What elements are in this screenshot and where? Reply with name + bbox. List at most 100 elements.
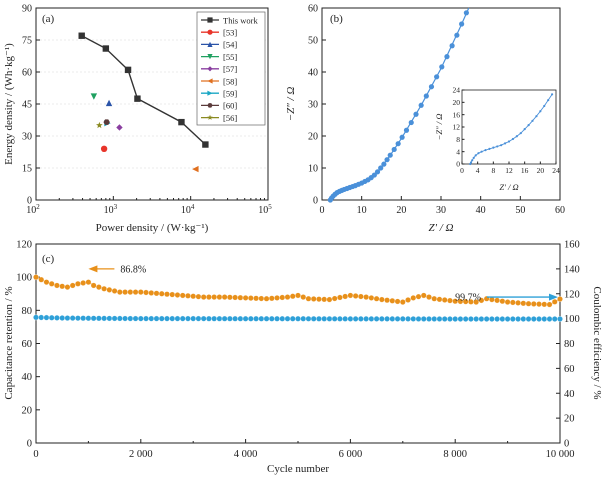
coulombic-efficiency-point (520, 316, 527, 322)
panel-c-x-ticks: 0 2 000 4 000 6 000 8 000 10 000 (33, 439, 574, 460)
coulombic-efficiency-point (227, 315, 233, 322)
y-tick-label: 60 (308, 4, 318, 15)
inset-y-tick-label: 4 (456, 147, 460, 156)
capacitance-retention-point (368, 295, 375, 301)
inset-point (519, 132, 522, 135)
inset-point (477, 152, 480, 155)
capacitance-retention-point (227, 294, 233, 301)
square-marker (178, 118, 185, 126)
coulombic-efficiency-point (551, 316, 558, 322)
impedance-point (434, 74, 440, 80)
impedance-point (399, 134, 405, 140)
triangle-up-marker (207, 41, 213, 47)
coulombic-efficiency-point (415, 316, 422, 322)
capacitance-retention-point (520, 300, 527, 307)
impedance-point (463, 10, 469, 16)
coulombic-efficiency-point (473, 316, 480, 322)
coulombic-efficiency-point (546, 316, 553, 322)
coulombic-efficiency-point (358, 316, 364, 322)
capacitance-retention-point (169, 291, 176, 298)
coulombic-efficiency-point (122, 315, 128, 322)
coulombic-efficiency-point (384, 316, 390, 322)
coulombic-efficiency-point (300, 315, 307, 322)
square-marker (202, 141, 209, 148)
panel-b-x-ticks: 0 10 20 30 40 50 60 (320, 196, 565, 216)
capacitance-retention-point (143, 289, 149, 296)
y2-tick-label: 0 (564, 439, 569, 450)
panel-c-data (33, 274, 563, 322)
inset-point (527, 124, 530, 127)
capacitance-retention-point (242, 295, 249, 301)
impedance-point (374, 169, 381, 175)
inset-x-tick-label: 20 (537, 166, 545, 175)
coulombic-efficiency-point (80, 315, 87, 322)
capacitance-retention-point (525, 300, 532, 307)
coulombic-efficiency-point (216, 315, 223, 322)
impedance-point (428, 84, 435, 90)
coulombic-efficiency-point (436, 316, 443, 322)
coulombic-efficiency-point (389, 316, 396, 322)
panel-b-y-ticks: 0 10 20 30 40 50 60 (308, 4, 326, 207)
inset-point (547, 99, 550, 102)
y2-tick-label: 80 (564, 339, 575, 350)
coulombic-efficiency-point (237, 315, 244, 322)
x-tick-label: 10 (357, 205, 367, 216)
coulombic-efficiency-point (468, 316, 474, 322)
capacitance-retention-point (54, 282, 60, 289)
capacitance-retention-point (305, 295, 312, 302)
capacitance-retention-point (200, 294, 207, 300)
diamond-marker (207, 66, 213, 72)
capacitance-retention-point (310, 296, 317, 302)
capacitance-retention-point (101, 285, 107, 292)
capacitance-retention-point (331, 295, 338, 302)
impedance-point (403, 127, 410, 133)
coulombic-efficiency-point (148, 315, 155, 322)
x-tick-label: 8 000 (443, 449, 467, 460)
efficiency-arrow-head (549, 293, 558, 301)
coulombic-efficiency-point (127, 315, 134, 322)
x-tick-label: 30 (436, 205, 446, 216)
coulombic-efficiency-point (143, 315, 149, 322)
coulombic-efficiency-point (337, 315, 343, 322)
capacitance-retention-point (373, 295, 380, 302)
capacitance-retention-point (358, 293, 364, 300)
capacitance-retention-point (405, 297, 411, 303)
coulombic-efficiency-point (394, 316, 401, 322)
y-tick-label: 15 (22, 164, 32, 175)
coulombic-efficiency-point (153, 315, 160, 322)
capacitance-retention-point (509, 299, 516, 306)
star-marker (96, 121, 103, 129)
capacitance-retention-point (174, 292, 181, 298)
coulombic-efficiency-point (284, 315, 291, 322)
capacitance-retention-point (352, 293, 359, 299)
coulombic-efficiency-point (399, 316, 406, 322)
capacitance-retention-point (221, 294, 228, 300)
coulombic-efficiency-point (263, 315, 270, 322)
inset-x-tick-label: 4 (476, 166, 480, 175)
inset-point (531, 119, 534, 122)
legend-entry: [58] (223, 76, 237, 86)
coulombic-efficiency-point (43, 314, 50, 321)
inset-data (469, 93, 554, 166)
capacitance-retention-point (541, 301, 548, 308)
inset-point (507, 140, 511, 143)
this-work-line (81, 35, 206, 146)
coulombic-efficiency-point (75, 315, 81, 322)
impedance-point (391, 146, 397, 153)
capacitance-retention-point (59, 283, 66, 290)
y2-tick-label: 20 (564, 414, 575, 425)
inset-y-tick-label: 12 (453, 123, 461, 132)
y-tick-label: 20 (308, 132, 318, 143)
panel-c-y-label: Capacitance retention / % (3, 286, 15, 399)
y-tick-label: 0 (27, 439, 32, 450)
coulombic-efficiency-point (59, 315, 66, 321)
coulombic-efficiency-point (190, 315, 197, 322)
coulombic-efficiency-point (342, 316, 349, 322)
coulombic-efficiency-point (232, 315, 238, 322)
impedance-point (371, 172, 377, 178)
inset-point (471, 159, 474, 162)
panel-a-y-label: Energy density / (Wh·kg⁻¹) (3, 43, 15, 165)
inset-y-tick-label: 16 (453, 110, 461, 119)
inset-point (523, 128, 526, 131)
coulombic-efficiency-point (295, 315, 301, 322)
